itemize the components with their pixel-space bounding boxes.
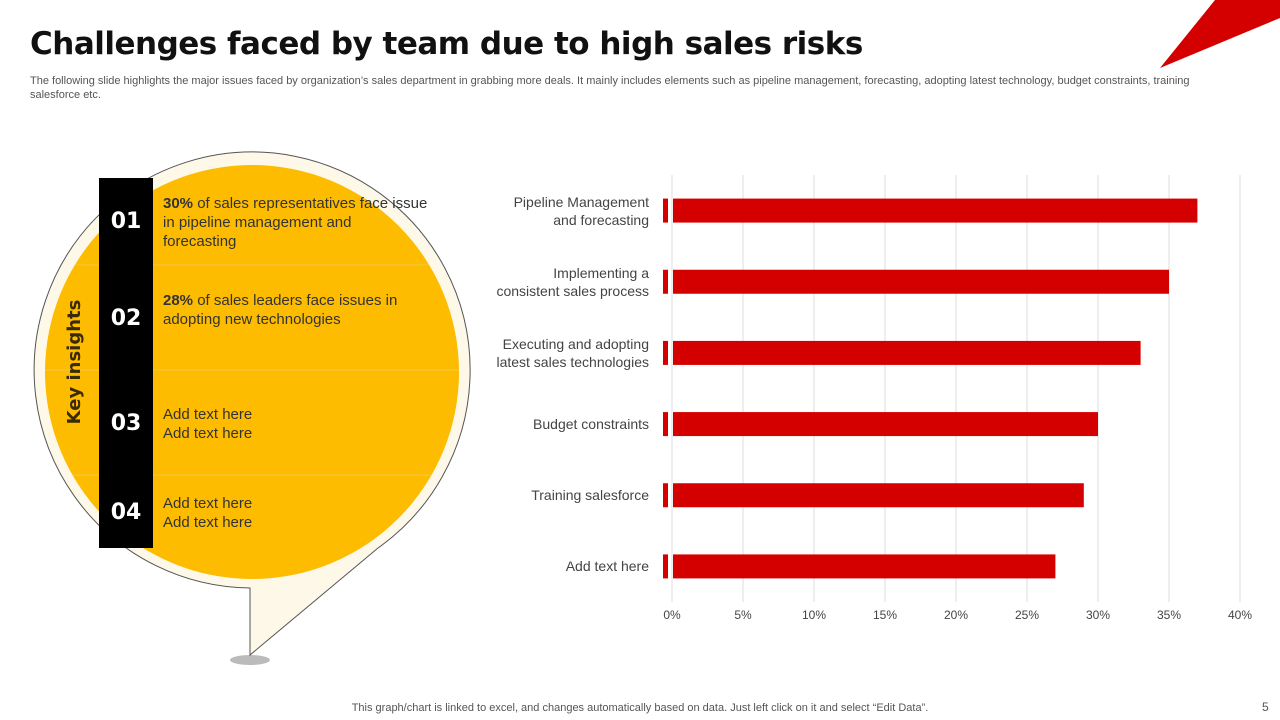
corner-accent: [1160, 0, 1280, 68]
x-tick-label: 15%: [873, 608, 897, 622]
bar: [673, 269, 1169, 294]
bar: [673, 483, 1084, 508]
bar: [673, 412, 1098, 437]
x-tick-label: 0%: [663, 608, 681, 622]
insight-body: of sales representatives face issue in p…: [163, 195, 428, 250]
y-tick-label: Add text here: [565, 558, 649, 575]
bar-stub: [663, 554, 668, 579]
slide-title: Challenges faced by team due to high sal…: [30, 26, 863, 62]
insight-number: 02: [111, 306, 142, 331]
x-tick-label: 25%: [1015, 608, 1039, 622]
x-tick-label: 5%: [734, 608, 752, 622]
x-tick-label: 20%: [944, 608, 968, 622]
bar: [673, 198, 1198, 223]
bar: [673, 340, 1141, 365]
y-tick-label: Implementing a consistent sales process: [496, 264, 649, 299]
y-tick-label: Budget constraints: [533, 416, 649, 433]
bar-stub: [663, 198, 668, 223]
x-tick-label: 40%: [1228, 608, 1252, 622]
insight-text: Add text here Add text here: [163, 494, 428, 532]
bar-stub: [663, 269, 668, 294]
insight-body: Add text here Add text here: [163, 406, 253, 442]
insight-number: 04: [111, 500, 142, 525]
bar-stub: [663, 412, 668, 437]
bar-stub: [663, 340, 668, 365]
number-band: [99, 178, 153, 548]
insight-text: 30% of sales representatives face issue …: [163, 194, 428, 251]
insight-number: 03: [111, 411, 142, 436]
insight-body: Add text here Add text here: [163, 495, 253, 531]
slide-subtitle: The following slide highlights the major…: [30, 75, 1190, 101]
balloon-shadow: [230, 655, 270, 665]
insight-text: Add text here Add text here: [163, 405, 428, 443]
insight-highlight: 28%: [163, 292, 194, 309]
page-number: 5: [1262, 700, 1269, 714]
x-tick-label: 30%: [1086, 608, 1110, 622]
y-tick-label: Training salesforce: [531, 487, 649, 504]
insights-heading: Key insights: [64, 300, 85, 425]
x-tick-label: 35%: [1157, 608, 1181, 622]
bar: [673, 554, 1056, 579]
insight-highlight: 30%: [163, 195, 194, 212]
insight-body: of sales leaders face issues in adopting…: [163, 292, 398, 328]
y-tick-label: Pipeline Management and forecasting: [513, 193, 649, 228]
footer-note: This graph/chart is linked to excel, and…: [351, 702, 929, 714]
x-tick-label: 10%: [802, 608, 826, 622]
bar-stub: [663, 483, 668, 508]
insight-text: 28% of sales leaders face issues in adop…: [163, 291, 428, 329]
insight-number: 01: [111, 209, 142, 234]
y-tick-label: Executing and adopting latest sales tech…: [496, 335, 649, 370]
chart: 0% 5% 10% 15% 20% 25% 30% 35% 40%: [663, 175, 1252, 622]
